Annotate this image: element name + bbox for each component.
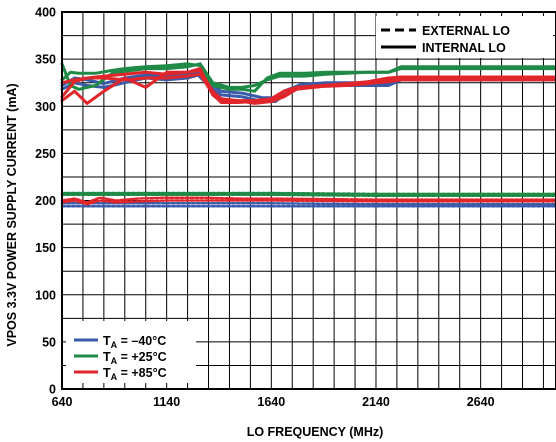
y-tick-label: 0 xyxy=(49,383,56,397)
y-tick-label: 350 xyxy=(35,53,56,67)
x-tick-label: 640 xyxy=(52,395,73,409)
temp-minus40-prefix: T xyxy=(103,334,111,348)
temp-plus85-prefix: T xyxy=(103,366,111,380)
y-tick-label: 250 xyxy=(35,147,56,161)
series-line-external-minus40c-8 xyxy=(60,202,556,206)
x-tick-label: 1640 xyxy=(257,395,285,409)
lo-style-legend: EXTERNAL LO INTERNAL LO xyxy=(376,16,553,58)
temp-plus25-prefix: T xyxy=(103,350,111,364)
temp-plus85-label: TA = +85°C xyxy=(103,366,167,382)
temp-plus85-sub: A xyxy=(111,372,118,382)
series-line-external-plus85c-12 xyxy=(60,199,556,206)
y-tick-label: 50 xyxy=(42,335,56,349)
series-line-external-plus25c-10 xyxy=(60,193,556,198)
y-tick-label: 150 xyxy=(35,241,56,255)
temp-plus85-value: = +85°C xyxy=(117,366,166,380)
temp-minus40-label: TA = –40°C xyxy=(103,334,166,350)
temp-minus40-sub: A xyxy=(111,340,118,350)
series-line-external-plus25c-9 xyxy=(60,191,556,196)
internal-lo-label: INTERNAL LO xyxy=(422,41,506,55)
y-axis-title: VPOS 3.3V POWER SUPPLY CURRENT (mA) xyxy=(5,83,19,346)
x-axis-title: LO FREQUENCY (MHz) xyxy=(247,425,384,439)
x-tick-label: 2640 xyxy=(467,395,495,409)
temperature-legend: TA = –40°C TA = +25°C TA = +85°C xyxy=(66,321,196,383)
series-line-external-plus85c-11 xyxy=(60,196,556,204)
x-tick-label: 1140 xyxy=(153,395,180,409)
temp-plus25-label: TA = +25°C xyxy=(103,350,167,366)
temp-minus40-value: = –40°C xyxy=(117,334,166,348)
y-tick-label: 400 xyxy=(35,6,56,20)
x-tick-label: 2140 xyxy=(362,395,390,409)
series-line-internal-plus85c-6 xyxy=(60,72,556,104)
series-layer xyxy=(60,62,556,208)
series-line-internal-minus40c-0 xyxy=(60,73,556,103)
y-tick-label: 300 xyxy=(35,100,56,114)
tick-labels: 0 50 100 150 200 250 300 350 400 640 1140 1640 2140 2… xyxy=(35,6,494,410)
external-lo-label: EXTERNAL LO xyxy=(422,24,510,38)
temp-plus25-value: = +25°C xyxy=(117,350,166,364)
y-tick-label: 100 xyxy=(35,288,56,302)
plot-frame xyxy=(61,11,556,390)
temp-plus25-sub: A xyxy=(111,356,118,366)
y-tick-label: 200 xyxy=(35,194,56,208)
lo-style-legend-box xyxy=(376,16,553,58)
